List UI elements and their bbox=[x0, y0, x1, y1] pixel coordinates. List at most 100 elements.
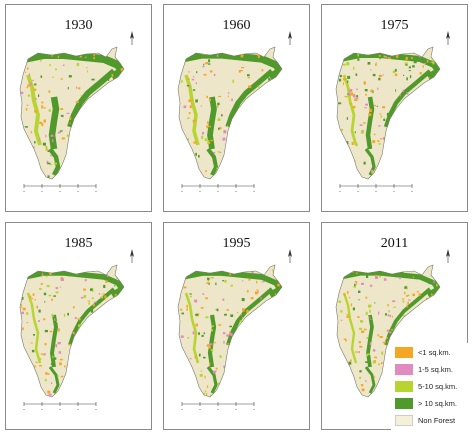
forest-patch bbox=[277, 333, 279, 335]
forest-patch bbox=[204, 138, 207, 142]
forest-patch bbox=[241, 344, 244, 347]
forest-patch bbox=[278, 153, 282, 155]
forest-patch bbox=[107, 323, 111, 326]
forest-patch bbox=[280, 144, 282, 147]
forest-patch bbox=[206, 95, 208, 98]
forest-patch bbox=[111, 96, 113, 99]
forest-patch bbox=[360, 130, 364, 134]
forest-patch bbox=[202, 66, 205, 68]
forest-patch bbox=[369, 309, 371, 313]
forest-patch bbox=[345, 367, 349, 371]
forest-patch bbox=[97, 175, 99, 179]
forest-patch bbox=[80, 56, 83, 58]
forest-patch bbox=[380, 362, 383, 365]
forest-patch bbox=[86, 273, 90, 276]
forest-patch bbox=[76, 168, 78, 170]
forest-patch bbox=[123, 336, 124, 340]
forest-patch bbox=[270, 317, 272, 321]
forest-patch bbox=[223, 340, 225, 344]
forest-patch bbox=[248, 278, 251, 281]
forest-patch bbox=[60, 108, 64, 110]
forest-patch bbox=[437, 295, 440, 299]
forest-patch bbox=[379, 57, 381, 60]
forest-patch bbox=[259, 316, 262, 318]
forest-patch bbox=[194, 299, 198, 303]
forest-patch bbox=[230, 375, 233, 379]
forest-patch bbox=[261, 342, 264, 346]
forest-patch bbox=[31, 349, 35, 353]
forest-patch bbox=[54, 162, 57, 165]
forest-map bbox=[19, 264, 125, 398]
forest-patch bbox=[388, 310, 390, 313]
forest-patch bbox=[277, 134, 279, 137]
forest-patch bbox=[231, 147, 235, 149]
forest-patch bbox=[97, 98, 100, 101]
forest-patch bbox=[71, 386, 73, 390]
forest-patch bbox=[424, 168, 427, 171]
forest-patch bbox=[32, 293, 35, 296]
forest-patch bbox=[428, 119, 431, 122]
forest-patch bbox=[365, 93, 367, 96]
forest-patch bbox=[22, 307, 26, 311]
region-fill bbox=[178, 265, 282, 397]
forest-patch bbox=[34, 109, 37, 113]
forest-patch bbox=[238, 172, 241, 174]
forest-patch bbox=[346, 315, 350, 318]
forest-patch bbox=[101, 169, 103, 173]
forest-patch bbox=[30, 131, 33, 134]
forest-patch bbox=[32, 79, 34, 81]
forest-patch bbox=[59, 358, 63, 361]
forest-patch bbox=[208, 59, 211, 63]
forest-patch bbox=[267, 86, 269, 89]
forest-patch bbox=[92, 289, 94, 292]
forest-patch bbox=[259, 355, 263, 359]
forest-patch bbox=[358, 299, 360, 301]
forest-patch bbox=[105, 137, 109, 141]
forest-patch bbox=[234, 147, 236, 149]
forest-patch bbox=[339, 74, 342, 78]
forest-patch bbox=[119, 123, 121, 126]
forest-patch bbox=[406, 161, 408, 164]
forest-patch bbox=[413, 317, 416, 319]
forest-patch bbox=[378, 74, 382, 78]
forest-patch bbox=[270, 152, 273, 155]
forest-patch bbox=[365, 311, 368, 315]
forest-patch bbox=[359, 327, 363, 330]
forest-belt-east bbox=[68, 287, 116, 346]
forest-patch bbox=[76, 86, 78, 89]
forest-patch bbox=[69, 122, 71, 124]
forest-patch bbox=[219, 355, 222, 358]
forest-patch bbox=[272, 115, 275, 118]
forest-belt-south bbox=[206, 147, 219, 176]
forest-patch bbox=[358, 351, 360, 354]
forest-patch bbox=[120, 68, 124, 72]
forest-patch bbox=[199, 389, 201, 393]
forest-patch bbox=[278, 127, 281, 130]
forest-patch bbox=[363, 122, 366, 124]
region-fill bbox=[20, 265, 124, 397]
forest-patch bbox=[279, 314, 282, 318]
forest-patch bbox=[428, 317, 432, 321]
forest-map bbox=[335, 46, 441, 180]
forest-belt-west bbox=[184, 74, 200, 146]
forest-patch bbox=[59, 286, 61, 288]
forest-patch bbox=[49, 330, 53, 333]
forest-patch bbox=[222, 298, 225, 301]
forest-patch bbox=[259, 344, 261, 347]
forest-patch bbox=[355, 272, 358, 274]
forest-patch bbox=[50, 134, 54, 137]
forest-belt-central bbox=[366, 314, 374, 368]
forest-patch bbox=[87, 129, 89, 132]
forest-patch bbox=[349, 103, 352, 105]
forest-patch bbox=[378, 363, 380, 366]
forest-patch bbox=[203, 63, 205, 66]
forest-patch bbox=[191, 53, 194, 55]
forest-patch bbox=[218, 95, 222, 97]
scale-tick-mark bbox=[95, 191, 97, 192]
region-outline bbox=[335, 264, 441, 398]
forest-patch bbox=[105, 321, 109, 325]
forest-patch bbox=[178, 129, 181, 133]
forest-patch bbox=[379, 113, 382, 115]
forest-patch bbox=[115, 159, 117, 162]
forest-patch bbox=[31, 392, 33, 395]
